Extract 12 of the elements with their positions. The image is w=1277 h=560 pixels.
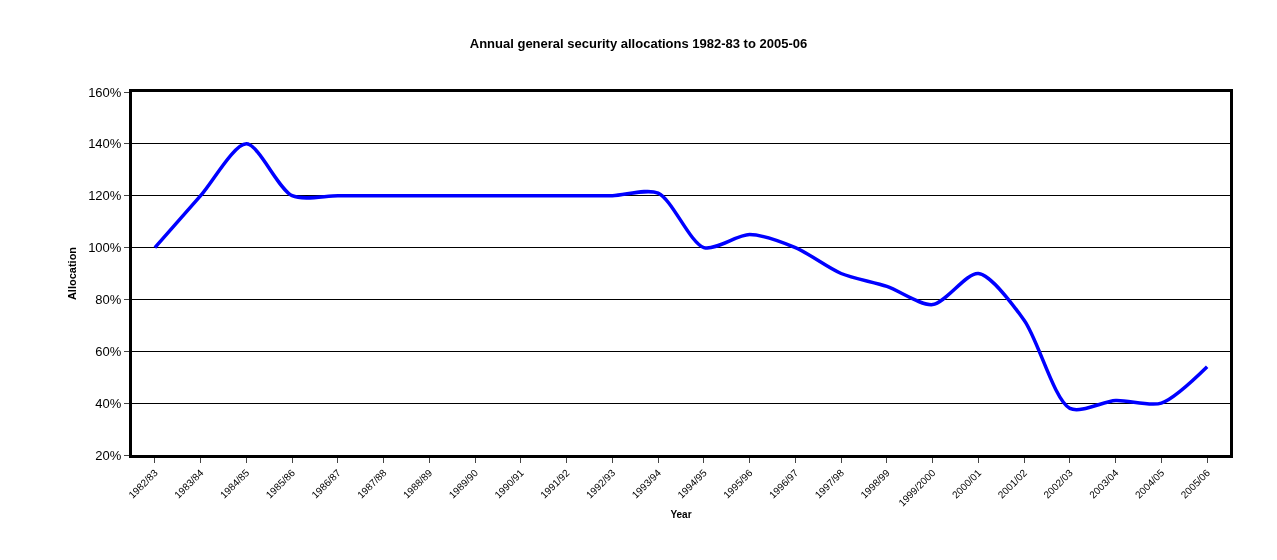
y-tick-label: 100% bbox=[88, 240, 122, 256]
chart-title: Annual general security allocations 1982-83 to 2005-06 bbox=[469, 36, 808, 52]
y-tick-label: 120% bbox=[88, 188, 122, 204]
line-series bbox=[153, 142, 1209, 412]
x-axis-title: Year bbox=[670, 508, 692, 520]
y-tick-label: 140% bbox=[88, 136, 122, 152]
y-axis-title: Allocation bbox=[65, 246, 78, 301]
y-tick-label: 60% bbox=[95, 343, 122, 359]
y-tick-label: 160% bbox=[88, 84, 122, 100]
y-tick-label: 80% bbox=[95, 291, 122, 307]
y-tick-label: 20% bbox=[95, 447, 122, 463]
y-tick-label: 40% bbox=[95, 395, 122, 411]
